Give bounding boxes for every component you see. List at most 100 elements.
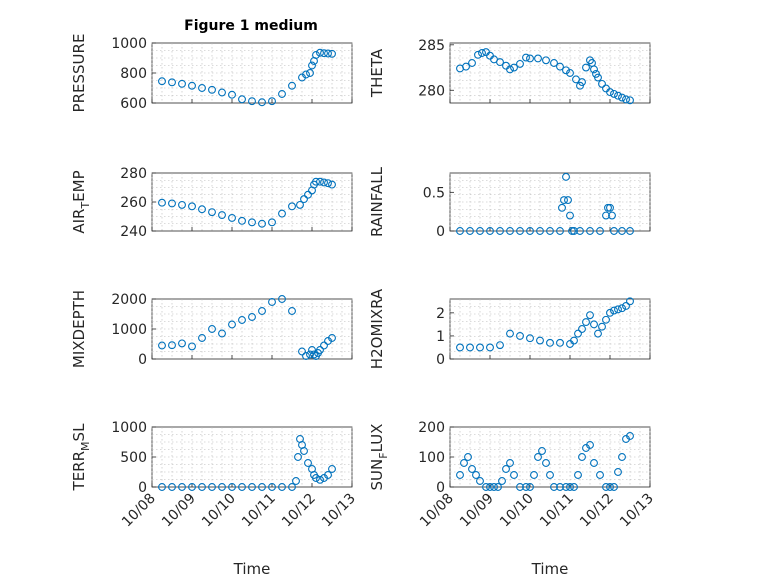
y-label-subscript: T xyxy=(79,202,92,210)
data-point xyxy=(456,471,464,479)
data-point xyxy=(178,483,186,491)
y-tick-label: 0.5 xyxy=(423,185,445,201)
data-point xyxy=(516,483,524,491)
data-point xyxy=(456,227,464,235)
data-point xyxy=(596,471,604,479)
data-point xyxy=(228,214,236,222)
data-point xyxy=(506,227,514,235)
data-point xyxy=(300,447,308,455)
data-point xyxy=(228,483,236,491)
data-point xyxy=(556,62,564,71)
data-point xyxy=(188,483,196,491)
x-tick-label: 10/08 xyxy=(119,491,159,531)
data-point xyxy=(248,97,256,106)
data-point xyxy=(562,483,570,491)
data-point xyxy=(308,346,316,354)
data-point xyxy=(168,78,176,87)
data-point xyxy=(320,49,328,58)
data-point xyxy=(298,347,306,356)
data-point xyxy=(622,301,630,310)
data-point xyxy=(618,453,626,461)
data-point xyxy=(608,211,616,220)
data-point xyxy=(304,190,312,199)
data-point xyxy=(178,200,186,209)
y-tick-label: 1000 xyxy=(111,36,147,52)
data-point xyxy=(258,307,266,315)
data-point xyxy=(486,483,494,491)
y-tick-label: 0 xyxy=(436,224,445,240)
y-label-subscript: F xyxy=(377,452,390,458)
data-point xyxy=(618,93,626,102)
data-point xyxy=(248,218,256,227)
data-point xyxy=(462,62,470,71)
data-point xyxy=(178,339,186,348)
data-point xyxy=(574,329,582,338)
data-point xyxy=(486,343,494,352)
data-point xyxy=(288,202,296,211)
data-point xyxy=(468,465,476,473)
y-tick-label: 0 xyxy=(436,352,445,368)
data-point xyxy=(598,79,606,88)
data-point xyxy=(302,70,310,79)
x-tick-label: 10/10 xyxy=(199,491,239,531)
y-tick-label: 0 xyxy=(138,480,147,496)
data-point xyxy=(546,471,554,479)
data-point xyxy=(218,88,226,97)
data-point xyxy=(258,219,266,228)
data-point xyxy=(626,297,634,306)
data-point xyxy=(248,313,256,321)
data-point xyxy=(238,483,246,491)
subplot-mixdepth: 0 1000 2000 MIXDEPTH xyxy=(70,290,353,368)
data-point xyxy=(570,483,578,491)
data-point xyxy=(546,227,554,235)
data-point xyxy=(198,84,206,92)
data-point xyxy=(618,227,626,235)
data-point xyxy=(510,471,518,479)
y-tick-label: 280 xyxy=(120,166,147,182)
data-point xyxy=(598,322,606,331)
data-point xyxy=(582,63,590,72)
y-label-part: TERR xyxy=(70,451,88,492)
data-point xyxy=(610,306,618,315)
data-point xyxy=(268,483,276,491)
data-point xyxy=(526,483,534,491)
subplot-h2omixra: 0 1 2 H2OMIXRA xyxy=(368,288,651,369)
data-point xyxy=(626,96,634,105)
x-axis-label: Time xyxy=(233,560,271,578)
data-point xyxy=(320,341,328,350)
data-point xyxy=(292,477,300,485)
y-tick-label: 0 xyxy=(436,480,445,496)
y-axis-label: TERRMSL xyxy=(70,423,92,492)
data-point xyxy=(556,227,564,235)
data-point xyxy=(268,218,276,227)
y-tick-label: 1 xyxy=(436,329,445,345)
x-axis-label: Time xyxy=(531,560,569,578)
data-point xyxy=(328,49,336,58)
data-point xyxy=(516,331,524,340)
data-point xyxy=(474,50,482,59)
data-point xyxy=(228,320,236,329)
data-point xyxy=(564,196,572,205)
x-tick-label: 10/13 xyxy=(617,491,657,531)
data-point xyxy=(498,477,506,485)
data-point xyxy=(614,91,622,100)
subplot-rainfall: 0 0.5 RAINFALL xyxy=(368,166,651,240)
data-point xyxy=(218,211,226,220)
data-point xyxy=(198,205,206,214)
data-point xyxy=(594,329,602,338)
data-point xyxy=(536,336,544,345)
figure-title: Figure 1 medium xyxy=(184,18,318,34)
data-point xyxy=(606,308,614,317)
data-point xyxy=(566,483,574,491)
data-point xyxy=(476,343,484,352)
data-point xyxy=(526,227,534,235)
y-tick-label: 280 xyxy=(418,83,445,99)
data-point xyxy=(506,459,514,467)
y-tick-label: 0 xyxy=(138,352,147,368)
data-point xyxy=(516,59,524,68)
y-tick-label: 1000 xyxy=(111,322,147,338)
data-point xyxy=(258,98,266,107)
data-point xyxy=(238,95,246,104)
data-point xyxy=(312,474,320,482)
